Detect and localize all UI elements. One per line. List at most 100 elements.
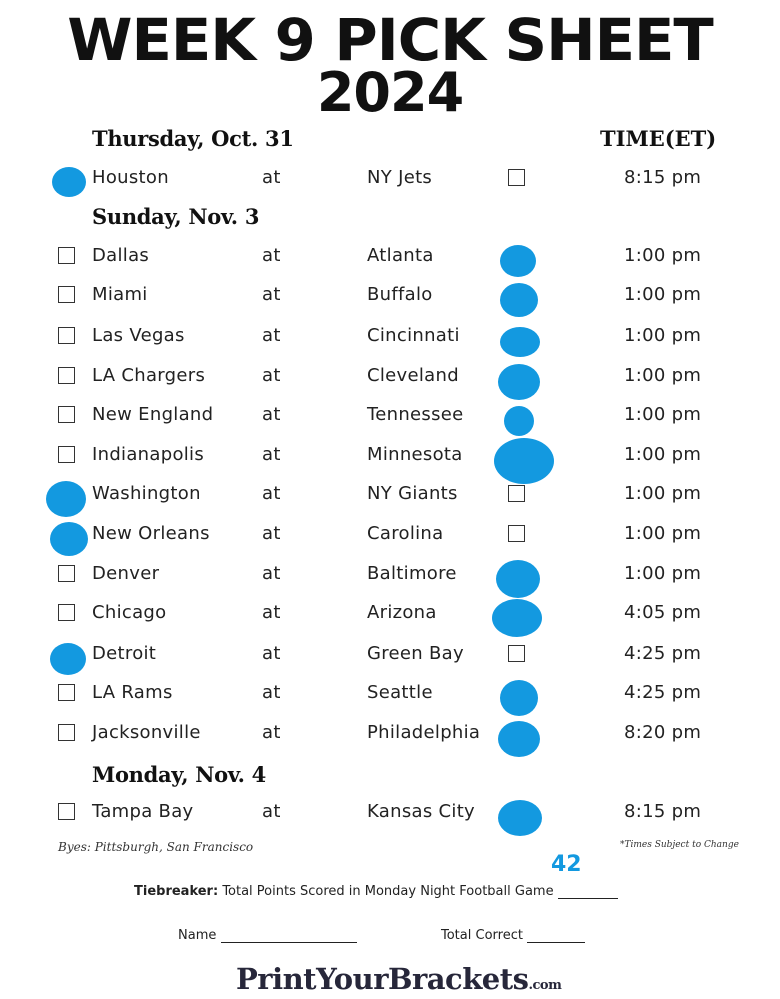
at-word: at bbox=[262, 563, 281, 584]
home-pick-mark[interactable] bbox=[500, 327, 540, 357]
home-team: Cleveland bbox=[367, 365, 459, 386]
away-team: New Orleans bbox=[92, 523, 210, 544]
at-word: at bbox=[262, 722, 281, 743]
away-pick-mark[interactable] bbox=[52, 167, 86, 197]
away-team: Chicago bbox=[92, 602, 167, 623]
kickoff-time: 1:00 pm bbox=[624, 245, 702, 266]
home-team: Atlanta bbox=[367, 245, 434, 266]
kickoff-time: 1:00 pm bbox=[624, 523, 702, 544]
at-word: at bbox=[262, 404, 281, 425]
away-team: Dallas bbox=[92, 245, 150, 266]
away-team: Detroit bbox=[92, 643, 157, 664]
away-team: New England bbox=[92, 404, 214, 425]
kickoff-time: 8:20 pm bbox=[624, 722, 702, 743]
kickoff-time: 1:00 pm bbox=[624, 563, 702, 584]
home-team: NY Giants bbox=[367, 483, 458, 504]
home-pick-checkbox[interactable] bbox=[508, 525, 525, 542]
home-team: Carolina bbox=[367, 523, 444, 544]
day-header: Thursday, Oct. 31 bbox=[92, 126, 294, 151]
game-row: Miami at Buffalo 1:00 pm bbox=[0, 277, 780, 317]
kickoff-time: 1:00 pm bbox=[624, 365, 702, 386]
away-team: LA Rams bbox=[92, 682, 173, 703]
tiebreaker-text: Total Points Scored in Monday Night Foot… bbox=[222, 884, 554, 899]
at-word: at bbox=[262, 643, 281, 664]
away-team: Tampa Bay bbox=[92, 801, 194, 822]
day-header: Sunday, Nov. 3 bbox=[92, 204, 260, 229]
home-team: Cincinnati bbox=[367, 325, 460, 346]
home-pick-mark[interactable] bbox=[500, 245, 536, 277]
total-correct-label: Total Correct bbox=[441, 928, 523, 943]
game-row: Detroit at Green Bay 4:25 pm bbox=[0, 636, 780, 675]
away-pick-checkbox[interactable] bbox=[58, 684, 75, 701]
away-pick-checkbox[interactable] bbox=[58, 247, 75, 264]
game-row: LA Chargers at Cleveland 1:00 pm bbox=[0, 358, 780, 400]
home-pick-checkbox[interactable] bbox=[508, 645, 525, 662]
game-row: New Orleans at Carolina 1:00 pm bbox=[0, 516, 780, 556]
kickoff-time: 8:15 pm bbox=[624, 167, 702, 188]
at-word: at bbox=[262, 365, 281, 386]
home-pick-mark[interactable] bbox=[496, 560, 540, 598]
kickoff-time: 8:15 pm bbox=[624, 801, 702, 822]
game-row: Tampa Bay at Kansas City 8:15 pm bbox=[0, 794, 780, 836]
away-pick-mark[interactable] bbox=[46, 481, 86, 517]
name-label: Name bbox=[178, 928, 217, 943]
home-pick-mark[interactable] bbox=[504, 406, 534, 436]
away-team: Denver bbox=[92, 563, 160, 584]
logo-suffix: .com bbox=[528, 978, 562, 993]
away-team: Indianapolis bbox=[92, 444, 205, 465]
day-header: Monday, Nov. 4 bbox=[92, 762, 266, 787]
at-word: at bbox=[262, 325, 281, 346]
away-pick-checkbox[interactable] bbox=[58, 367, 75, 384]
kickoff-time: 1:00 pm bbox=[624, 444, 702, 465]
time-header: TIME(ET) bbox=[600, 126, 717, 151]
kickoff-time: 1:00 pm bbox=[624, 404, 702, 425]
home-pick-mark[interactable] bbox=[498, 364, 540, 400]
tiebreaker-answer: 42 bbox=[551, 852, 582, 877]
away-team: Houston bbox=[92, 167, 169, 188]
away-pick-checkbox[interactable] bbox=[58, 604, 75, 621]
at-word: at bbox=[262, 444, 281, 465]
at-word: at bbox=[262, 682, 281, 703]
home-team: Tennessee bbox=[367, 404, 464, 425]
game-row: Denver at Baltimore 1:00 pm bbox=[0, 556, 780, 598]
away-pick-checkbox[interactable] bbox=[58, 803, 75, 820]
away-pick-checkbox[interactable] bbox=[58, 446, 75, 463]
home-pick-mark[interactable] bbox=[500, 680, 538, 716]
at-word: at bbox=[262, 483, 281, 504]
game-row: Jacksonville at Philadelphia 8:20 pm bbox=[0, 715, 780, 757]
total-correct-field[interactable] bbox=[527, 930, 586, 943]
away-pick-mark[interactable] bbox=[50, 643, 86, 675]
tiebreaker-label: Tiebreaker: bbox=[134, 884, 219, 899]
away-pick-checkbox[interactable] bbox=[58, 724, 75, 741]
home-team: Kansas City bbox=[367, 801, 476, 822]
away-pick-checkbox[interactable] bbox=[58, 565, 75, 582]
tiebreaker-line: Tiebreaker: Total Points Scored in Monda… bbox=[134, 884, 618, 899]
kickoff-time: 1:00 pm bbox=[624, 284, 702, 305]
game-row: New England at Tennessee 1:00 pm bbox=[0, 397, 780, 436]
home-pick-checkbox[interactable] bbox=[508, 169, 525, 186]
home-pick-checkbox[interactable] bbox=[508, 485, 525, 502]
away-pick-checkbox[interactable] bbox=[58, 286, 75, 303]
name-row: Name bbox=[178, 928, 357, 943]
home-pick-mark[interactable] bbox=[498, 800, 542, 836]
home-team: Arizona bbox=[367, 602, 437, 623]
total-correct-row: Total Correct bbox=[441, 928, 586, 943]
kickoff-time: 1:00 pm bbox=[624, 483, 702, 504]
away-pick-mark[interactable] bbox=[50, 522, 88, 556]
home-pick-mark[interactable] bbox=[500, 283, 538, 317]
tiebreaker-field[interactable] bbox=[557, 886, 618, 899]
kickoff-time: 1:00 pm bbox=[624, 325, 702, 346]
name-field[interactable] bbox=[220, 930, 357, 943]
game-row: Chicago at Arizona 4:05 pm bbox=[0, 595, 780, 637]
times-note: *Times Subject to Change bbox=[620, 840, 739, 850]
away-pick-checkbox[interactable] bbox=[58, 327, 75, 344]
at-word: at bbox=[262, 602, 281, 623]
at-word: at bbox=[262, 167, 281, 188]
home-team: Minnesota bbox=[367, 444, 463, 465]
home-pick-mark[interactable] bbox=[498, 721, 540, 757]
home-pick-mark[interactable] bbox=[494, 438, 554, 484]
game-row: Houston at NY Jets 8:15 pm bbox=[0, 160, 780, 197]
at-word: at bbox=[262, 523, 281, 544]
home-pick-mark[interactable] bbox=[492, 599, 542, 637]
away-pick-checkbox[interactable] bbox=[58, 406, 75, 423]
